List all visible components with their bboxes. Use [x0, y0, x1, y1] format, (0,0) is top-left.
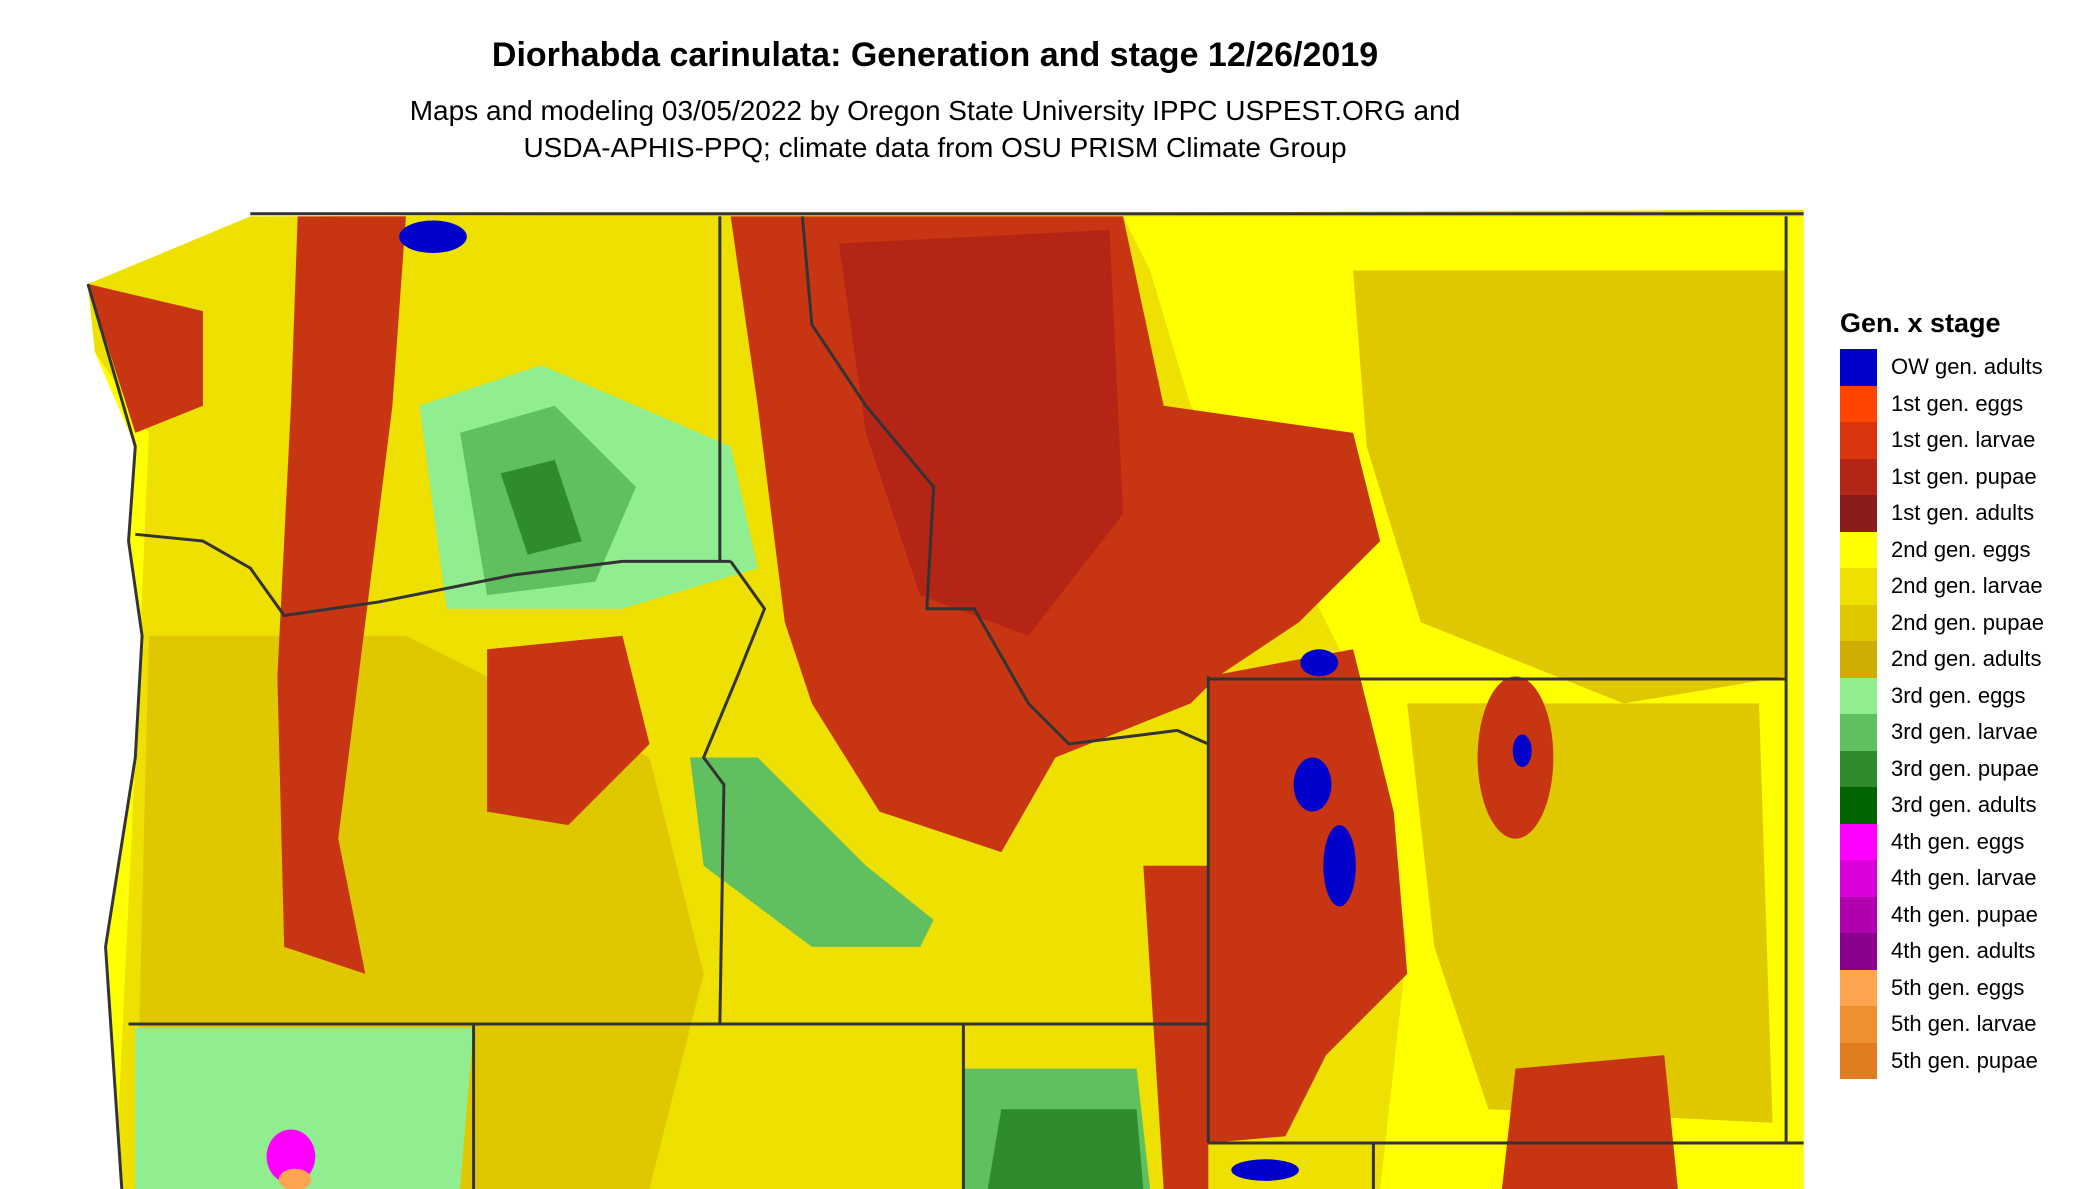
- legend-label: 3rd gen. eggs: [1891, 682, 2026, 708]
- legend-label: 4th gen. adults: [1891, 938, 2036, 964]
- legend-swatch: [1840, 750, 1877, 787]
- legend-swatch: [1840, 531, 1877, 568]
- region-1st-pupae-rockies: [838, 229, 1124, 636]
- region-3rd-pupae-utah: [987, 1109, 1144, 1189]
- region-1st-larvae-wyoming: [1208, 649, 1408, 1144]
- legend-item: 1st gen. larvae: [1840, 422, 2044, 459]
- region-ow-adults-3: [1300, 649, 1339, 677]
- legend-item: 3rd gen. pupae: [1840, 750, 2044, 787]
- legend-item: OW gen. adults: [1840, 349, 2044, 386]
- region-1st-larvae-southeast: [1501, 1055, 1678, 1189]
- legend-swatch: [1840, 422, 1877, 459]
- legend-label: OW gen. adults: [1891, 354, 2043, 380]
- legend-swatch: [1840, 604, 1877, 641]
- region-1st-larvae-oregon: [487, 635, 650, 826]
- legend-swatch: [1840, 714, 1877, 751]
- legend-swatch: [1840, 787, 1877, 824]
- legend-item: 4th gen. larvae: [1840, 860, 2044, 897]
- legend-label: 4th gen. pupae: [1891, 901, 2038, 927]
- legend-item: 1st gen. eggs: [1840, 385, 2044, 422]
- legend-label: 1st gen. larvae: [1891, 427, 2036, 453]
- legend: Gen. x stage OW gen. adults 1st gen. eggs…: [1840, 308, 2044, 1079]
- region-ow-adults-4: [1512, 734, 1532, 767]
- region-5th-eggs: [278, 1168, 312, 1189]
- legend-swatch: [1840, 568, 1877, 605]
- legend-label: 4th gen. eggs: [1891, 828, 2025, 854]
- legend-swatch: [1840, 677, 1877, 714]
- region-1st-larvae-cascades: [277, 216, 406, 974]
- legend-item: 2nd gen. pupae: [1840, 604, 2044, 641]
- legend-item: 5th gen. pupae: [1840, 1042, 2044, 1079]
- legend-item: 3rd gen. eggs: [1840, 677, 2044, 714]
- region-ow-adults-2: [1293, 757, 1332, 812]
- legend-item: 4th gen. pupae: [1840, 896, 2044, 933]
- legend-label: 5th gen. eggs: [1891, 974, 2025, 1000]
- legend-swatch: [1840, 385, 1877, 422]
- map-subtitle-line-2: USDA-APHIS-PPQ; climate data from OSU PR…: [523, 132, 1347, 163]
- state-borders: [86, 212, 1804, 1189]
- legend-item: 4th gen. eggs: [1840, 823, 2044, 860]
- legend-label: 1st gen. pupae: [1891, 463, 2037, 489]
- legend-swatch: [1840, 458, 1877, 495]
- legend-swatch: [1840, 933, 1877, 970]
- region-3rd-larvae-snake: [690, 757, 934, 947]
- legend-swatch: [1840, 1042, 1877, 1079]
- legend-item: 2nd gen. adults: [1840, 641, 2044, 678]
- legend-item: 5th gen. eggs: [1840, 969, 2044, 1006]
- legend-label: 2nd gen. pupae: [1891, 609, 2044, 635]
- legend-swatch: [1840, 1006, 1877, 1043]
- legend-swatch: [1840, 641, 1877, 678]
- legend-label: 3rd gen. pupae: [1891, 755, 2040, 781]
- legend-label: 3rd gen. adults: [1891, 792, 2037, 818]
- legend-swatch: [1840, 969, 1877, 1006]
- region-3rd-eggs-south: [135, 1028, 474, 1189]
- legend-item: 2nd gen. larvae: [1840, 568, 2044, 605]
- legend-swatch: [1840, 349, 1877, 386]
- map-title: Diorhabda carinulata: Generation and sta…: [491, 36, 1379, 74]
- region-3rd-pupae-basin: [500, 459, 582, 555]
- legend-swatch: [1840, 495, 1877, 532]
- region-4th-eggs: [266, 1129, 316, 1184]
- legend-label: 3rd gen. larvae: [1891, 719, 2038, 745]
- legend-label: 5th gen. pupae: [1891, 1047, 2038, 1073]
- legend-swatch: [1840, 823, 1877, 860]
- legend-item: 4th gen. adults: [1840, 933, 2044, 970]
- map-subtitle-line-1: Maps and modeling 03/05/2022 by Oregon S…: [409, 95, 1461, 126]
- region-1st-larvae-olympics: [87, 284, 203, 433]
- legend-item: 1st gen. adults: [1840, 495, 2044, 532]
- region-ow-adults-1: [1323, 825, 1356, 907]
- legend-item: 2nd gen. eggs: [1840, 531, 2044, 568]
- legend-label: 2nd gen. larvae: [1891, 573, 2043, 599]
- legend-item: 3rd gen. adults: [1840, 787, 2044, 824]
- legend-swatch: [1840, 860, 1877, 897]
- legend-item: 1st gen. pupae: [1840, 458, 2044, 495]
- legend-label: 2nd gen. eggs: [1891, 536, 2031, 562]
- legend-label: 5th gen. larvae: [1891, 1011, 2037, 1037]
- region-1st-larvae-idaho-south: [1143, 865, 1209, 1189]
- legend-label: 1st gen. adults: [1891, 500, 2035, 526]
- legend-label: 4th gen. larvae: [1891, 865, 2037, 891]
- legend-swatch: [1840, 896, 1877, 933]
- legend-label: 1st gen. eggs: [1891, 390, 2024, 416]
- legend-item: 5th gen. larvae: [1840, 1006, 2044, 1043]
- legend-item: 3rd gen. larvae: [1840, 714, 2044, 751]
- region-ow-adults-6: [399, 220, 467, 253]
- legend-title: Gen. x stage: [1840, 308, 2001, 338]
- region-ow-adults-5: [1231, 1159, 1299, 1181]
- legend-label: 2nd gen. adults: [1891, 646, 2042, 672]
- region-2nd-pupae-east: [1353, 270, 1787, 704]
